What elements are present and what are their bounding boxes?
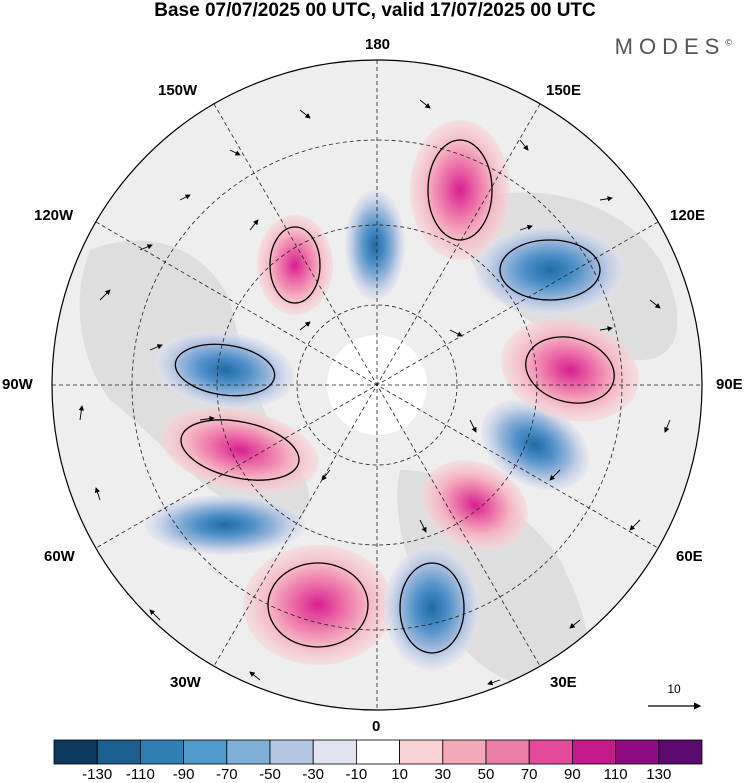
colorbar-swatch: [226, 739, 271, 765]
brand-text: MODES: [614, 34, 726, 59]
colorbar-swatch: [183, 739, 228, 765]
lon-label-0: 0: [372, 718, 381, 735]
colorbar-tick-label: -110: [125, 766, 155, 783]
colorbar-swatch: [53, 739, 98, 765]
colorbar-tick-label: -130: [82, 766, 113, 783]
colorbar-tick-label: 70: [520, 766, 538, 783]
colorbar-tick-label: 130: [646, 766, 672, 783]
colorbar-swatch: [312, 739, 357, 765]
lon-label-30w: 30W: [170, 674, 201, 691]
graticule: [52, 60, 702, 710]
colorbar-tick-label: -50: [259, 766, 281, 783]
lon-label-90w: 90W: [2, 376, 33, 393]
colorbar-tick-label: -10: [345, 766, 368, 783]
lon-label-30e: 30E: [550, 674, 577, 691]
map-title: Base 07/07/2025 00 UTC, valid 17/07/2025…: [154, 0, 596, 21]
colorbar-swatch: [572, 739, 617, 765]
colorbar-swatch: [485, 739, 530, 765]
colorbar-tick-label: -90: [172, 766, 195, 783]
colorbar-swatch: [399, 739, 444, 765]
lon-label-60w: 60W: [44, 548, 75, 565]
colorbar: [53, 739, 703, 765]
wind-vectors: [78, 99, 671, 686]
colorbar-tick-label: -70: [215, 766, 238, 783]
colorbar-swatch: [658, 739, 703, 765]
map-boundary: [51, 59, 703, 711]
colorbar-swatch: [528, 739, 573, 765]
colorbar-swatch: [355, 739, 400, 765]
colorbar-tick-label: 10: [391, 766, 408, 783]
lon-label-150w: 150W: [158, 82, 198, 99]
colorbar-tick-label: 90: [564, 766, 581, 783]
colorbar-tick-label: 110: [603, 766, 628, 783]
colorbar-swatch: [615, 739, 660, 765]
lon-label-120e: 120E: [670, 207, 706, 224]
colorbar-swatch: [269, 739, 314, 765]
colorbar-tick-label: -30: [302, 766, 325, 783]
lon-label-150e: 150E: [546, 82, 582, 99]
colorbar-swatch: [96, 739, 141, 765]
modes-logo: MODES©: [614, 34, 732, 59]
colorbar-tick-label: 30: [434, 766, 452, 783]
colorbar-swatch: [139, 739, 184, 765]
reference-vector-label: 10: [667, 682, 681, 696]
lon-label-90e: 90E: [716, 376, 743, 393]
lon-label-180: 180: [365, 36, 391, 53]
colorbar-swatch: [442, 739, 487, 765]
lon-label-120w: 120W: [34, 207, 74, 224]
map-disc: [52, 60, 702, 710]
circulation-streamlines: [174, 139, 615, 654]
colorbar-tick-label: 50: [477, 766, 495, 783]
lon-label-60e: 60E: [676, 548, 703, 565]
